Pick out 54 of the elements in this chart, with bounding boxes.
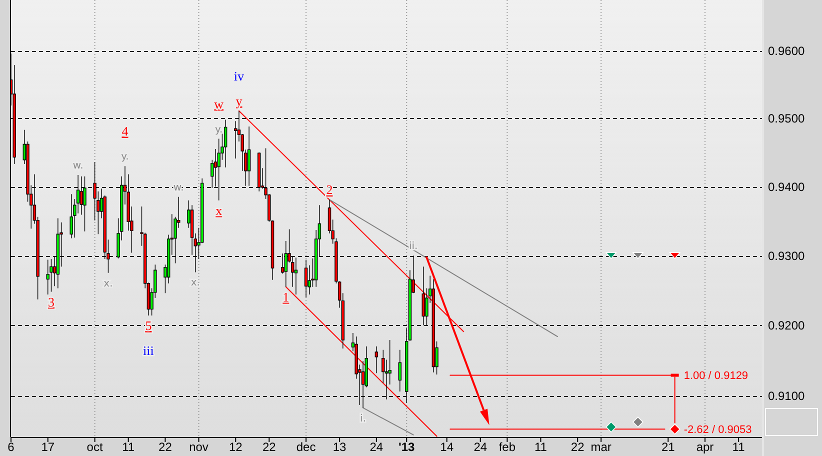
candlestick <box>374 346 378 374</box>
annotation: 1.00 / 0.9129 <box>684 370 748 382</box>
x-tick-label: 13 <box>332 440 347 454</box>
x-tick-label: 11 <box>122 440 135 454</box>
y-tick-label: 0.9100 <box>768 388 806 403</box>
annotation: y. <box>121 152 129 163</box>
annotation: -2.62 / 0.9053 <box>684 424 752 436</box>
x-tick-label: mar <box>590 440 612 454</box>
x-tick-label: feb <box>498 440 516 454</box>
annotation: y <box>236 93 243 108</box>
x-tick-label: 12 <box>228 440 243 454</box>
x-tick-label: 22 <box>570 440 585 454</box>
candlestick <box>70 194 73 239</box>
candlestick <box>224 119 228 168</box>
annotation: 1 <box>282 289 290 304</box>
candlestick <box>398 350 402 392</box>
x-tick-label: 24 <box>474 440 488 454</box>
x-tick-label: 11 <box>534 440 548 454</box>
annotation: i. <box>360 413 366 424</box>
x-tick-label: apr <box>696 440 714 454</box>
annotation: iv <box>234 68 245 84</box>
candlestick <box>46 259 50 295</box>
y-tick-label: 0.9600 <box>768 44 806 58</box>
annotation: w. <box>72 160 84 172</box>
annotation: 3 <box>48 294 54 310</box>
x-tick-label: nov <box>189 440 208 454</box>
x-tick-label: 22 <box>262 440 276 454</box>
x-tick-label: dec <box>296 440 316 454</box>
x-tick-label: 14 <box>440 440 454 454</box>
annotation: 2 <box>326 182 333 198</box>
annotation: x <box>216 202 223 218</box>
x-tick-label: 21 <box>661 440 676 454</box>
candlestick <box>50 258 53 292</box>
candlestick <box>304 259 308 298</box>
annotation: x. <box>190 278 200 289</box>
candlestick <box>294 257 298 295</box>
y-tick-label: 0.9400 <box>768 180 806 194</box>
x-tick-label: oct <box>86 440 104 454</box>
x-tick-label: 24 <box>370 440 384 454</box>
x-tick-label: 22 <box>158 440 172 454</box>
y-tick-label: 0.9500 <box>768 112 806 126</box>
annotation: 4 <box>122 124 129 139</box>
x-tick-label: '13 <box>398 440 416 454</box>
annotation: y. <box>215 124 223 136</box>
y-tick-label: 0.9300 <box>768 248 806 263</box>
annotation: ii. <box>408 241 418 252</box>
annotation: 5 <box>145 318 152 334</box>
x-tick-label: 6 <box>8 440 15 454</box>
x-tick-label: 11 <box>732 440 746 454</box>
annotation: iii <box>143 343 154 358</box>
y-tick-label: 0.9200 <box>768 318 806 332</box>
x-tick-label: 17 <box>41 440 55 454</box>
annotation: w <box>214 96 224 112</box>
annotation: x. <box>104 278 113 290</box>
